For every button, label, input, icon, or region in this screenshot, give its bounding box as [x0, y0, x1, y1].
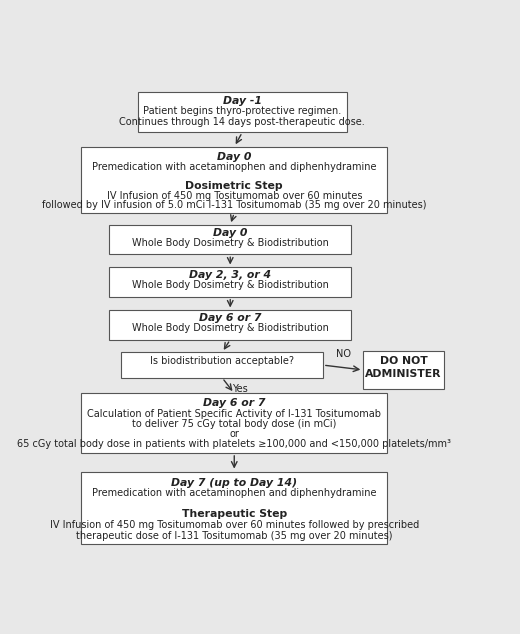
Text: Yes: Yes: [232, 384, 248, 394]
Text: Day 0: Day 0: [213, 228, 248, 238]
Text: IV Infusion of 450 mg Tositumomab over 60 minutes followed by prescribed: IV Infusion of 450 mg Tositumomab over 6…: [49, 520, 419, 530]
Text: Whole Body Dosimetry & Biodistribution: Whole Body Dosimetry & Biodistribution: [132, 238, 329, 248]
Text: Whole Body Dosimetry & Biodistribution: Whole Body Dosimetry & Biodistribution: [132, 323, 329, 333]
Text: Day 0: Day 0: [217, 152, 252, 162]
Text: therapeutic dose of I-131 Tositumomab (35 mg over 20 minutes): therapeutic dose of I-131 Tositumomab (3…: [76, 531, 393, 541]
Text: IV Infusion of 450 mg Tositumomab over 60 minutes: IV Infusion of 450 mg Tositumomab over 6…: [107, 191, 362, 201]
Bar: [81, 147, 387, 213]
Bar: [122, 353, 323, 378]
Text: NO: NO: [335, 349, 350, 359]
Text: 65 cGy total body dose in patients with platelets ≥100,000 and <150,000 platelet: 65 cGy total body dose in patients with …: [17, 439, 451, 450]
Text: Patient begins thyro-protective regimen.: Patient begins thyro-protective regimen.: [143, 106, 342, 116]
Text: ADMINISTER: ADMINISTER: [365, 369, 442, 379]
Text: Is biodistribution acceptable?: Is biodistribution acceptable?: [150, 356, 294, 366]
Text: Dosimetric Step: Dosimetric Step: [186, 181, 283, 191]
Text: Day -1: Day -1: [223, 96, 262, 106]
Bar: [81, 472, 387, 544]
Text: Day 6 or 7: Day 6 or 7: [199, 313, 262, 323]
Text: Whole Body Dosimetry & Biodistribution: Whole Body Dosimetry & Biodistribution: [132, 280, 329, 290]
Bar: [81, 393, 387, 453]
Bar: [109, 268, 351, 297]
Text: followed by IV infusion of 5.0 mCi I-131 Tositumomab (35 mg over 20 minutes): followed by IV infusion of 5.0 mCi I-131…: [42, 200, 426, 210]
Bar: [109, 311, 351, 340]
Text: Day 7 (up to Day 14): Day 7 (up to Day 14): [171, 477, 297, 488]
Text: Day 6 or 7: Day 6 or 7: [203, 398, 266, 408]
Text: Therapeutic Step: Therapeutic Step: [181, 510, 287, 519]
Text: Premedication with acetaminophen and diphenhydramine: Premedication with acetaminophen and dip…: [92, 162, 376, 172]
Text: Continues through 14 days post-therapeutic dose.: Continues through 14 days post-therapeut…: [120, 117, 365, 127]
Text: DO NOT: DO NOT: [380, 356, 427, 366]
Text: Day 2, 3, or 4: Day 2, 3, or 4: [189, 270, 271, 280]
Bar: [137, 92, 347, 133]
Bar: [109, 225, 351, 254]
Text: Premedication with acetaminophen and diphenhydramine: Premedication with acetaminophen and dip…: [92, 488, 376, 498]
Bar: [363, 351, 444, 389]
Text: or: or: [229, 429, 239, 439]
Text: to deliver 75 cGy total body dose (in mCi): to deliver 75 cGy total body dose (in mC…: [132, 419, 336, 429]
Text: Calculation of Patient Specific Activity of I-131 Tositumomab: Calculation of Patient Specific Activity…: [87, 408, 381, 418]
